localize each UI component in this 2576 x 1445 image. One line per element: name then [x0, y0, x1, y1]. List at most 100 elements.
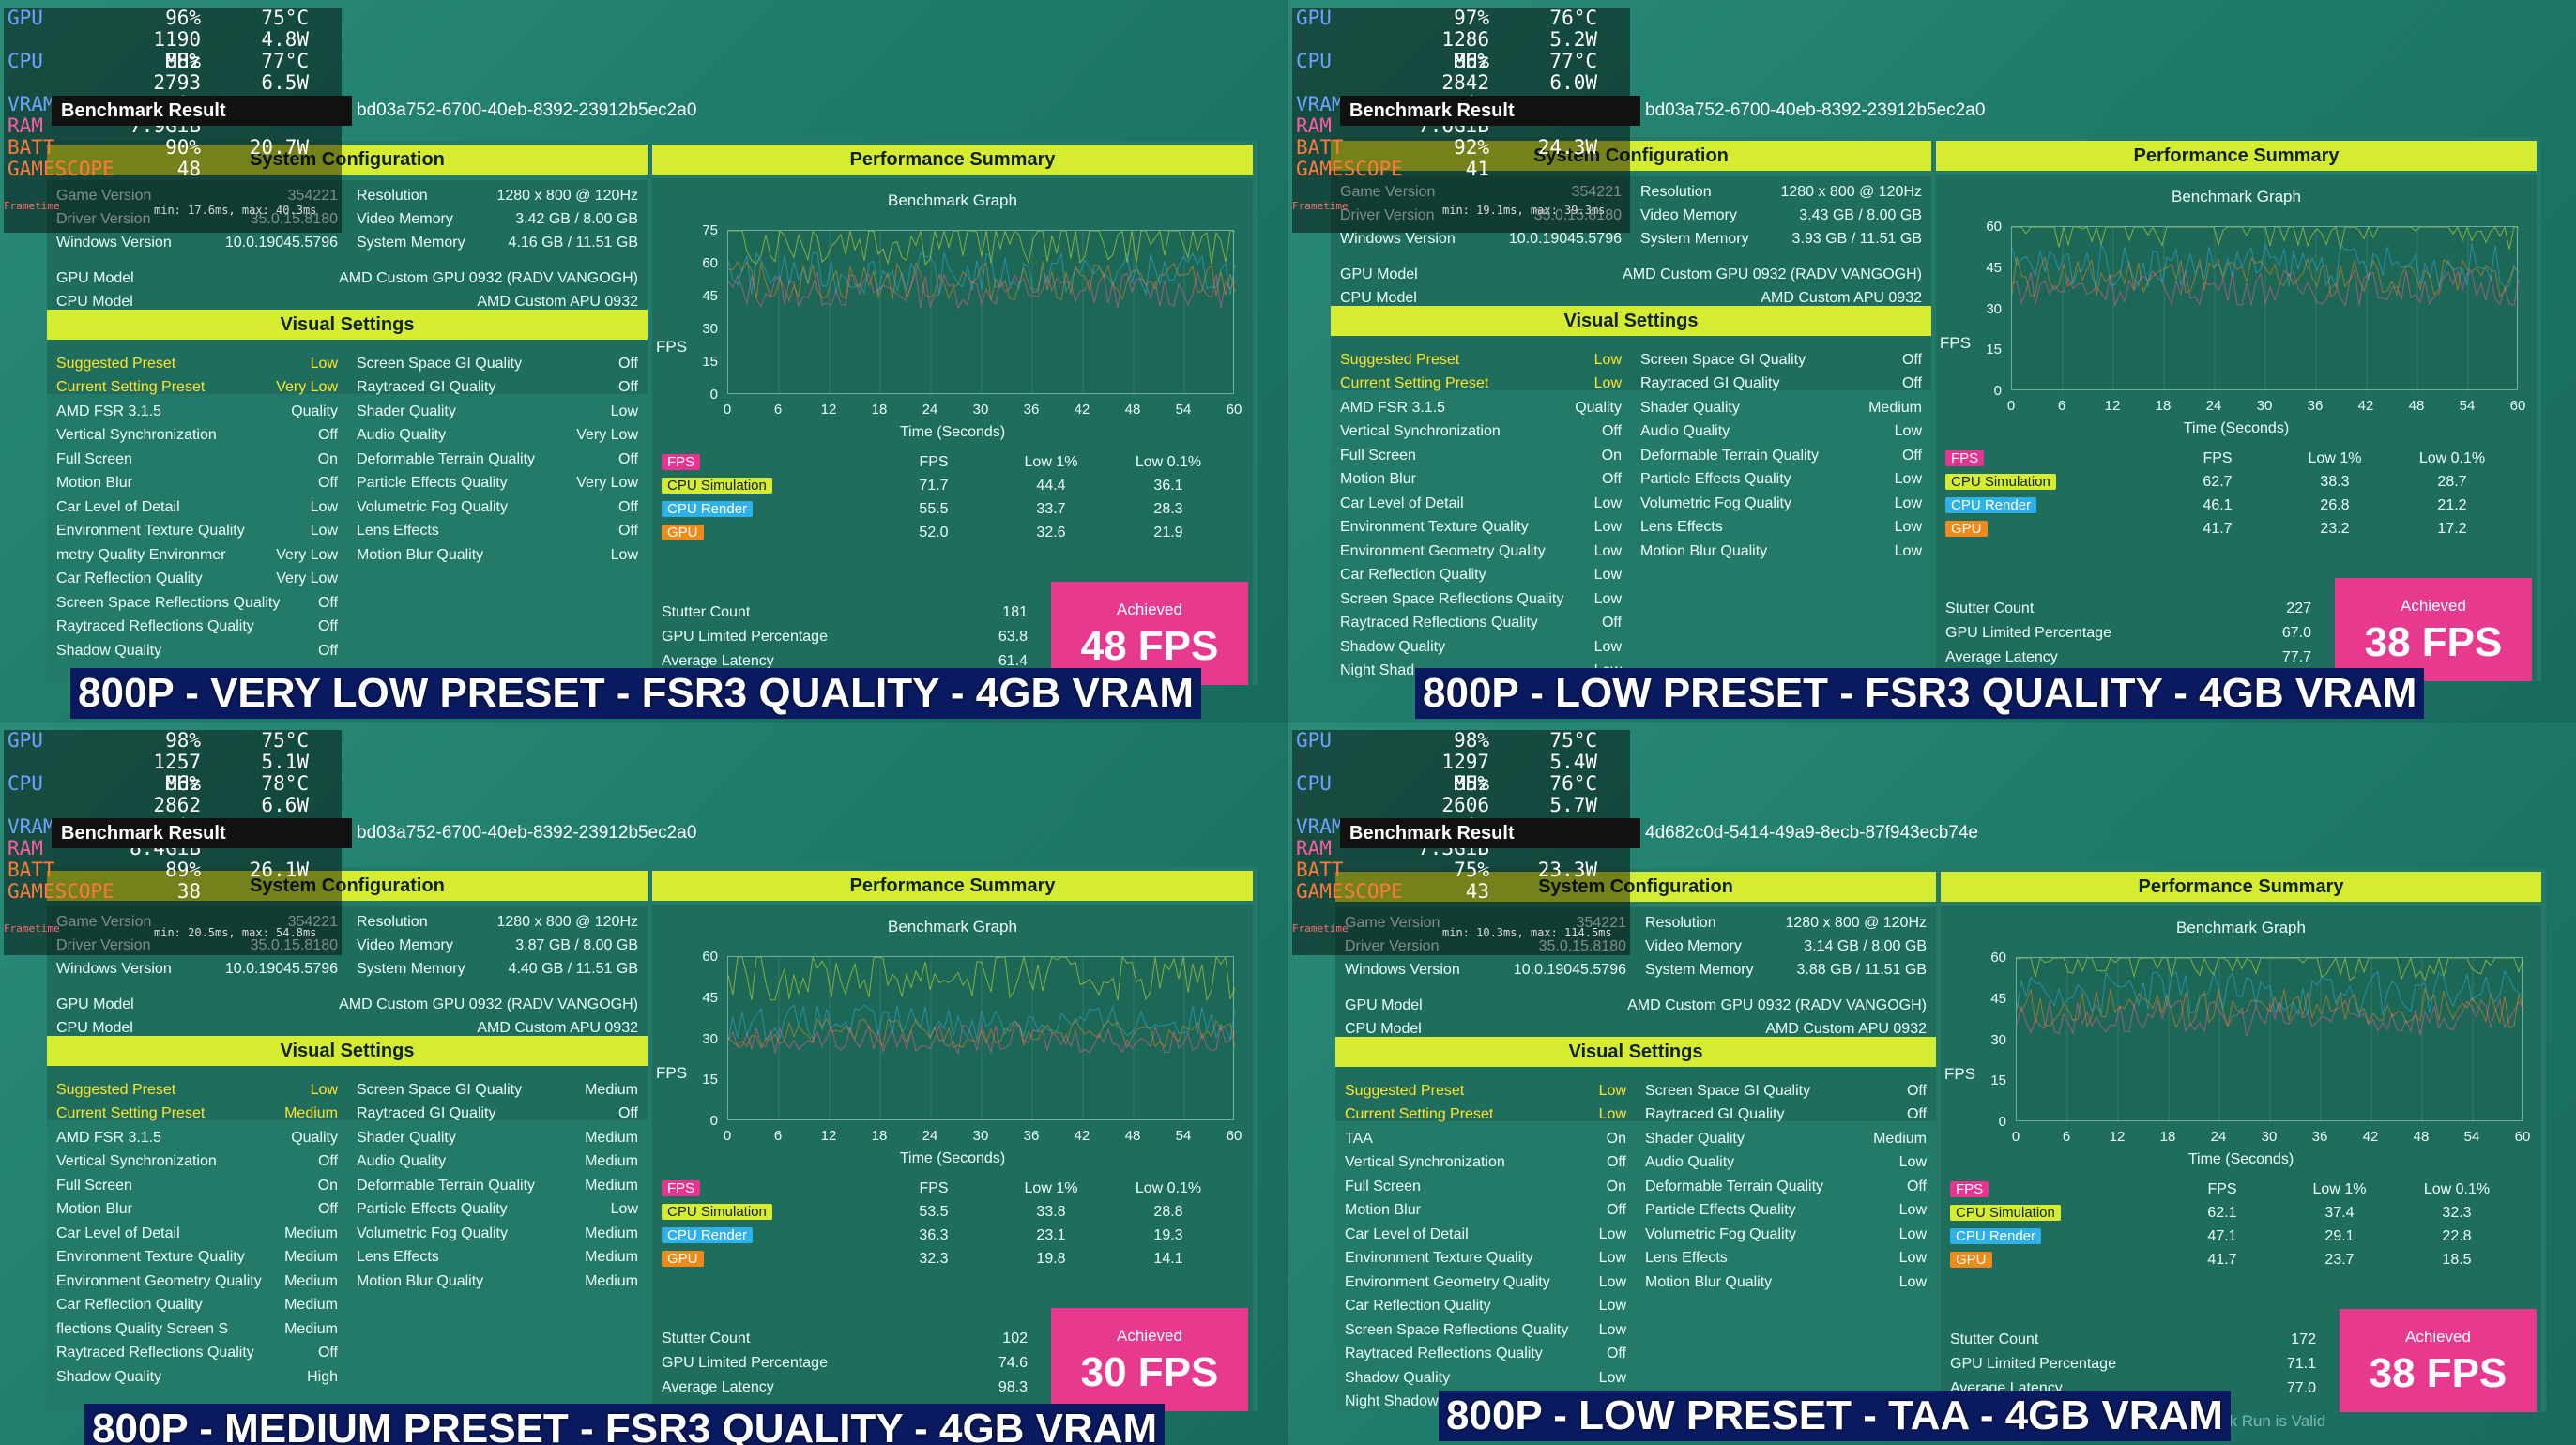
- setting-value: Low: [1598, 1106, 1626, 1123]
- fps-legend-tag: FPS: [1950, 1180, 1989, 1197]
- y-tick-label: 30: [702, 321, 718, 337]
- sys-row: Game Version 354221: [1340, 184, 1622, 201]
- setting-name: Current Setting Preset: [1345, 1106, 1494, 1123]
- graph-plot: [727, 955, 1236, 1121]
- summary-value: 77.7: [2281, 649, 2311, 665]
- stats-tag: GPU: [662, 1250, 704, 1267]
- stats-value: 28.7: [2437, 473, 2467, 490]
- stats-cell: CPU Render: [1950, 1227, 2166, 1246]
- overlay-label: GAMESCOPE: [1296, 880, 1403, 903]
- stats-row: CPU Simulation 71.7 44.4 36.1: [662, 474, 1243, 497]
- setting-name: Night Shad...: [1340, 662, 1427, 679]
- setting-value: Low: [1598, 1082, 1626, 1099]
- overlay-label: GPU: [8, 729, 43, 752]
- stats-col-low1: Low 1%: [1024, 1179, 1078, 1196]
- sys-row: CPU Model AMD Custom APU 0932: [56, 294, 638, 311]
- sys-value: 35.0.15.8180: [1538, 938, 1626, 954]
- setting-value: Medium: [585, 1272, 638, 1289]
- summary-value: 71.1: [2286, 1356, 2316, 1372]
- overlay-value: 97%: [1454, 7, 1489, 29]
- stats-cell: GPU: [1950, 1251, 2166, 1270]
- benchmark-result-title: Benchmark Result: [52, 818, 352, 848]
- setting-row: Shader Quality Medium: [357, 1126, 638, 1150]
- system-config-body: Game Version 354221 Driver Version 35.0.15.…: [1335, 907, 1936, 1121]
- summary-row: Stutter Count 172: [1950, 1328, 2316, 1352]
- setting-value: Off: [617, 523, 638, 540]
- setting-row: Shadow Quality High: [56, 1365, 338, 1390]
- stats-header-row: FPS FPS Low 1% Low 0.1%: [662, 450, 1243, 474]
- sys-row: Resolution 1280 x 800 @ 120Hz: [357, 188, 638, 205]
- stats-tag: CPU Render: [662, 500, 754, 517]
- sys-key: Game Version: [1340, 184, 1436, 200]
- x-tick-label: 36: [1023, 1128, 1040, 1144]
- setting-name: Environment Geometry Quality: [1340, 542, 1546, 559]
- setting-value: Off: [317, 1201, 338, 1218]
- sys-key: Video Memory: [357, 937, 453, 953]
- setting-row: Suggested Preset Low: [1345, 1079, 1626, 1103]
- stats-col-low01: Low 0.1%: [1135, 453, 1202, 470]
- setting-row: Motion Blur Off: [1345, 1199, 1626, 1224]
- fps-legend-tag: FPS: [1945, 449, 1985, 466]
- sys-value: 3.88 GB / 11.51 GB: [1796, 962, 1927, 978]
- overlay-frametime-label: Frametime: [4, 200, 60, 212]
- setting-value: On: [1601, 447, 1622, 464]
- stats-cell: FPS: [1950, 1180, 2166, 1199]
- stats-value: 23.2: [2320, 520, 2350, 537]
- setting-name: Volumetric Fog Quality: [357, 498, 508, 515]
- setting-value: Low: [1898, 1202, 1927, 1219]
- benchmark-graph: [727, 229, 1236, 395]
- graph-plot: [2011, 225, 2520, 391]
- graph-series-line: [2012, 225, 2519, 250]
- overlay-value: 78°C: [261, 772, 309, 795]
- setting-name: Environment Texture Quality: [56, 523, 245, 540]
- summary-key: Stutter Count: [662, 1331, 751, 1346]
- setting-value: Low: [1598, 1225, 1626, 1242]
- setting-value: Off: [617, 379, 638, 396]
- stats-value: 19.3: [1153, 1226, 1183, 1243]
- stats-value: 41.7: [2207, 1251, 2237, 1268]
- overlay-value: 41: [1465, 158, 1489, 180]
- fps-axis-label: FPS: [1944, 1065, 1976, 1083]
- x-tick-label: 36: [1023, 402, 1040, 418]
- sys-row: Game Version 354221: [1345, 915, 1626, 932]
- stats-cell: FPS: [662, 453, 877, 472]
- setting-name: Environment Texture Quality: [1345, 1250, 1533, 1267]
- summary-row: Stutter Count 181: [662, 601, 1028, 625]
- setting-name: Screen Space GI Quality: [357, 1081, 523, 1098]
- setting-row: Suggested Preset Low: [1340, 348, 1622, 373]
- x-tick-label: 0: [723, 1128, 732, 1144]
- summary-value: 172: [2291, 1331, 2316, 1347]
- setting-row: AMD FSR 3.1.5 Quality: [56, 1126, 338, 1150]
- graph-series-line: [2016, 998, 2524, 1037]
- setting-row: Lens Effects Off: [357, 520, 638, 544]
- stats-value: 32.6: [1036, 524, 1066, 540]
- sys-key: Video Memory: [1640, 207, 1737, 223]
- setting-row: Raytraced Reflections Quality Off: [1340, 612, 1622, 636]
- setting-row: Current Setting Preset Low: [1345, 1103, 1626, 1128]
- setting-name: Raytraced Reflections Quality: [1340, 615, 1538, 631]
- setting-name: Night Shadows: [1345, 1393, 1446, 1410]
- achieved-label: Achieved: [1117, 601, 1182, 618]
- setting-value: Low: [610, 546, 638, 563]
- setting-name: Motion Blur Quality: [357, 546, 484, 563]
- performance-summary-body: Benchmark Graph FPS 60 45 30 15 0 0 6 12 18 24 30 36 4…: [1941, 905, 2541, 1430]
- sys-value: 3.14 GB / 8.00 GB: [1804, 938, 1927, 954]
- stats-row: CPU Render 47.1 29.1 22.8: [1950, 1224, 2532, 1248]
- benchmark-window: System Configuration Performance Summary G…: [47, 867, 1258, 1429]
- setting-row: Raytraced Reflections Quality Off: [1345, 1343, 1626, 1367]
- system-config-header: System Configuration: [1331, 141, 1931, 171]
- stats-row: CPU Simulation 53.5 33.8 28.8: [662, 1200, 1243, 1224]
- y-tick-label: 30: [702, 1030, 718, 1047]
- setting-name: Shader Quality: [1645, 1130, 1745, 1147]
- setting-name: Full Screen: [56, 1177, 132, 1194]
- setting-value: On: [1606, 1130, 1626, 1147]
- setting-value: Off: [317, 618, 338, 635]
- setting-row: Particle Effects Quality Low: [1640, 468, 1922, 493]
- stats-cell: CPU Render: [662, 500, 877, 519]
- graph-series-line: [2016, 956, 2524, 982]
- overlay-label: BATT: [8, 136, 55, 159]
- performance-summary-body: Benchmark Graph FPS 60 45 30 15 0 0 6 12 18 24 30 36 4…: [652, 905, 1253, 1429]
- setting-value: Medium: [585, 1153, 638, 1170]
- y-tick-label: 15: [702, 1072, 718, 1088]
- sys-key: GPU Model: [56, 996, 134, 1012]
